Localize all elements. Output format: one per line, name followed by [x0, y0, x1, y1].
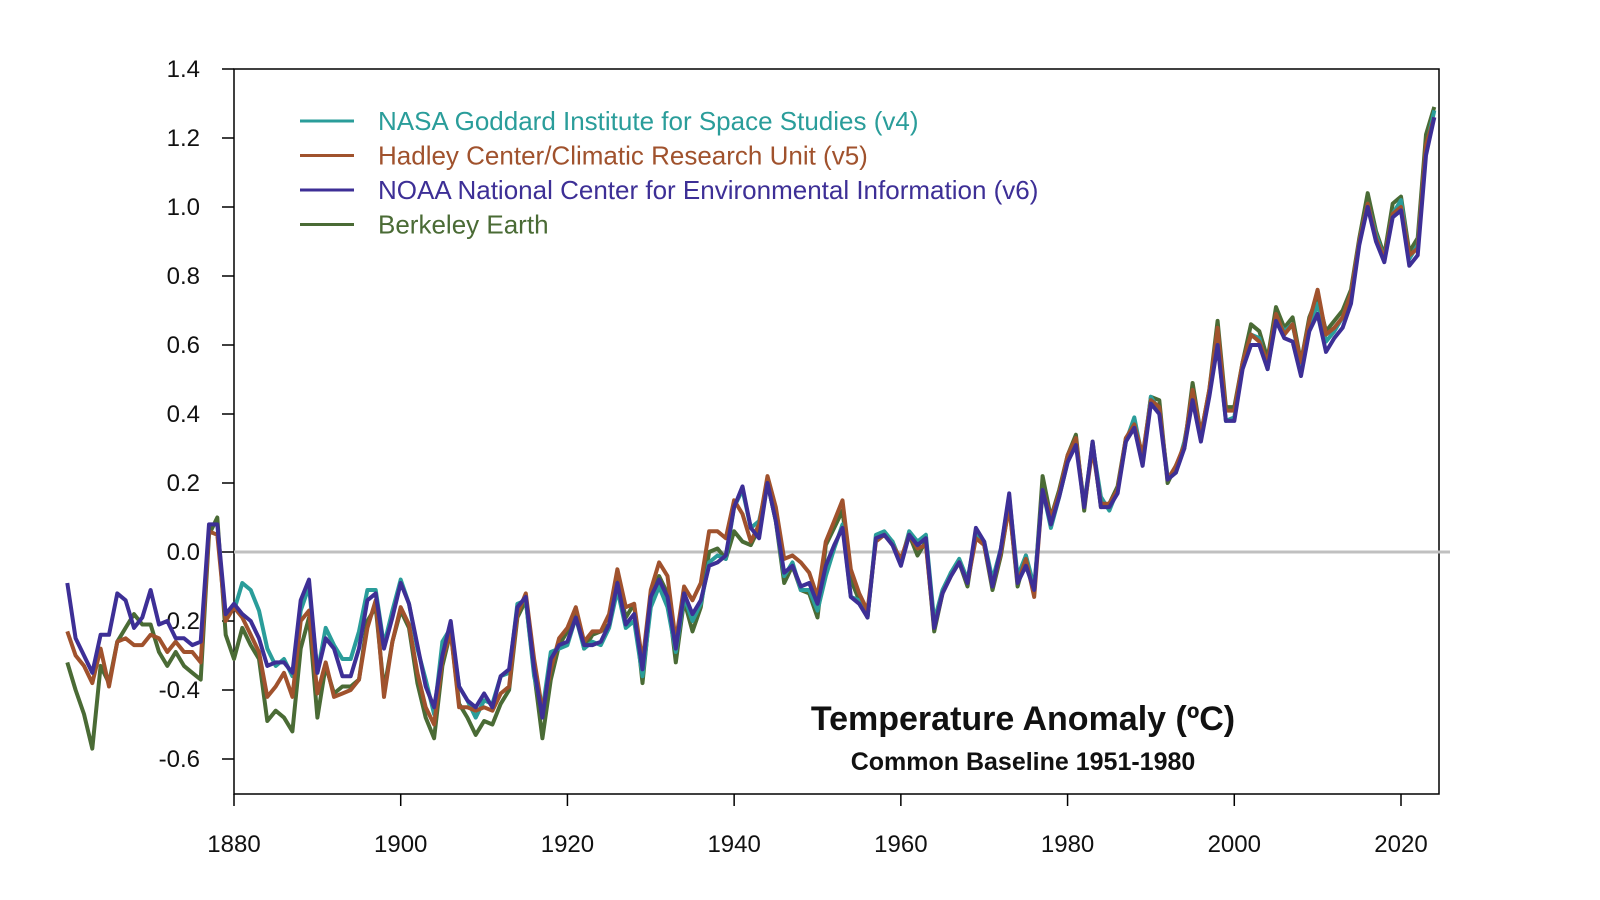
y-tick-label: 0.0 — [167, 539, 200, 566]
y-tick-label: 1.4 — [167, 56, 200, 83]
series-line-2 — [65, 116, 1437, 720]
legend: NASA Goddard Institute for Space Studies… — [300, 106, 1038, 240]
x-tick-label: 1920 — [541, 831, 594, 858]
y-tick-label: 1.2 — [167, 125, 200, 152]
x-tick-label: 1960 — [874, 831, 927, 858]
legend-label: NOAA National Center for Environmental I… — [378, 175, 1038, 205]
chart-subtitle: Common Baseline 1951-1980 — [851, 748, 1196, 776]
x-tick-label: 1940 — [707, 831, 760, 858]
y-tick-label: -0.6 — [159, 746, 200, 773]
plot-area-frame — [233, 68, 1440, 795]
y-tick-label: 0.4 — [167, 401, 200, 428]
legend-label: Berkeley Earth — [378, 210, 549, 240]
y-tick-label: -0.4 — [159, 677, 200, 704]
y-axis: -0.6-0.4-0.20.00.20.40.60.81.01.21.4 — [159, 56, 234, 773]
y-tick-label: 0.6 — [167, 332, 200, 359]
legend-label: Hadley Center/Climatic Research Unit (v5… — [378, 141, 868, 171]
chart-title: Temperature Anomaly (ºC) — [811, 700, 1235, 738]
x-axis: 1880 1900 1920 1940 1960 1980 2000 2020 — [207, 794, 1428, 858]
x-tick-label: 1880 — [207, 831, 260, 858]
y-tick-label: 1.0 — [167, 194, 200, 221]
y-tick-label: 0.2 — [167, 470, 200, 497]
x-tick-label: 2000 — [1208, 831, 1261, 858]
x-tick-label: 2020 — [1374, 831, 1427, 858]
x-tick-label: 1900 — [374, 831, 427, 858]
legend-label: NASA Goddard Institute for Space Studies… — [378, 106, 919, 136]
series-lines — [65, 106, 1437, 751]
y-tick-label: 0.8 — [167, 263, 200, 290]
x-tick-label: 1980 — [1041, 831, 1094, 858]
